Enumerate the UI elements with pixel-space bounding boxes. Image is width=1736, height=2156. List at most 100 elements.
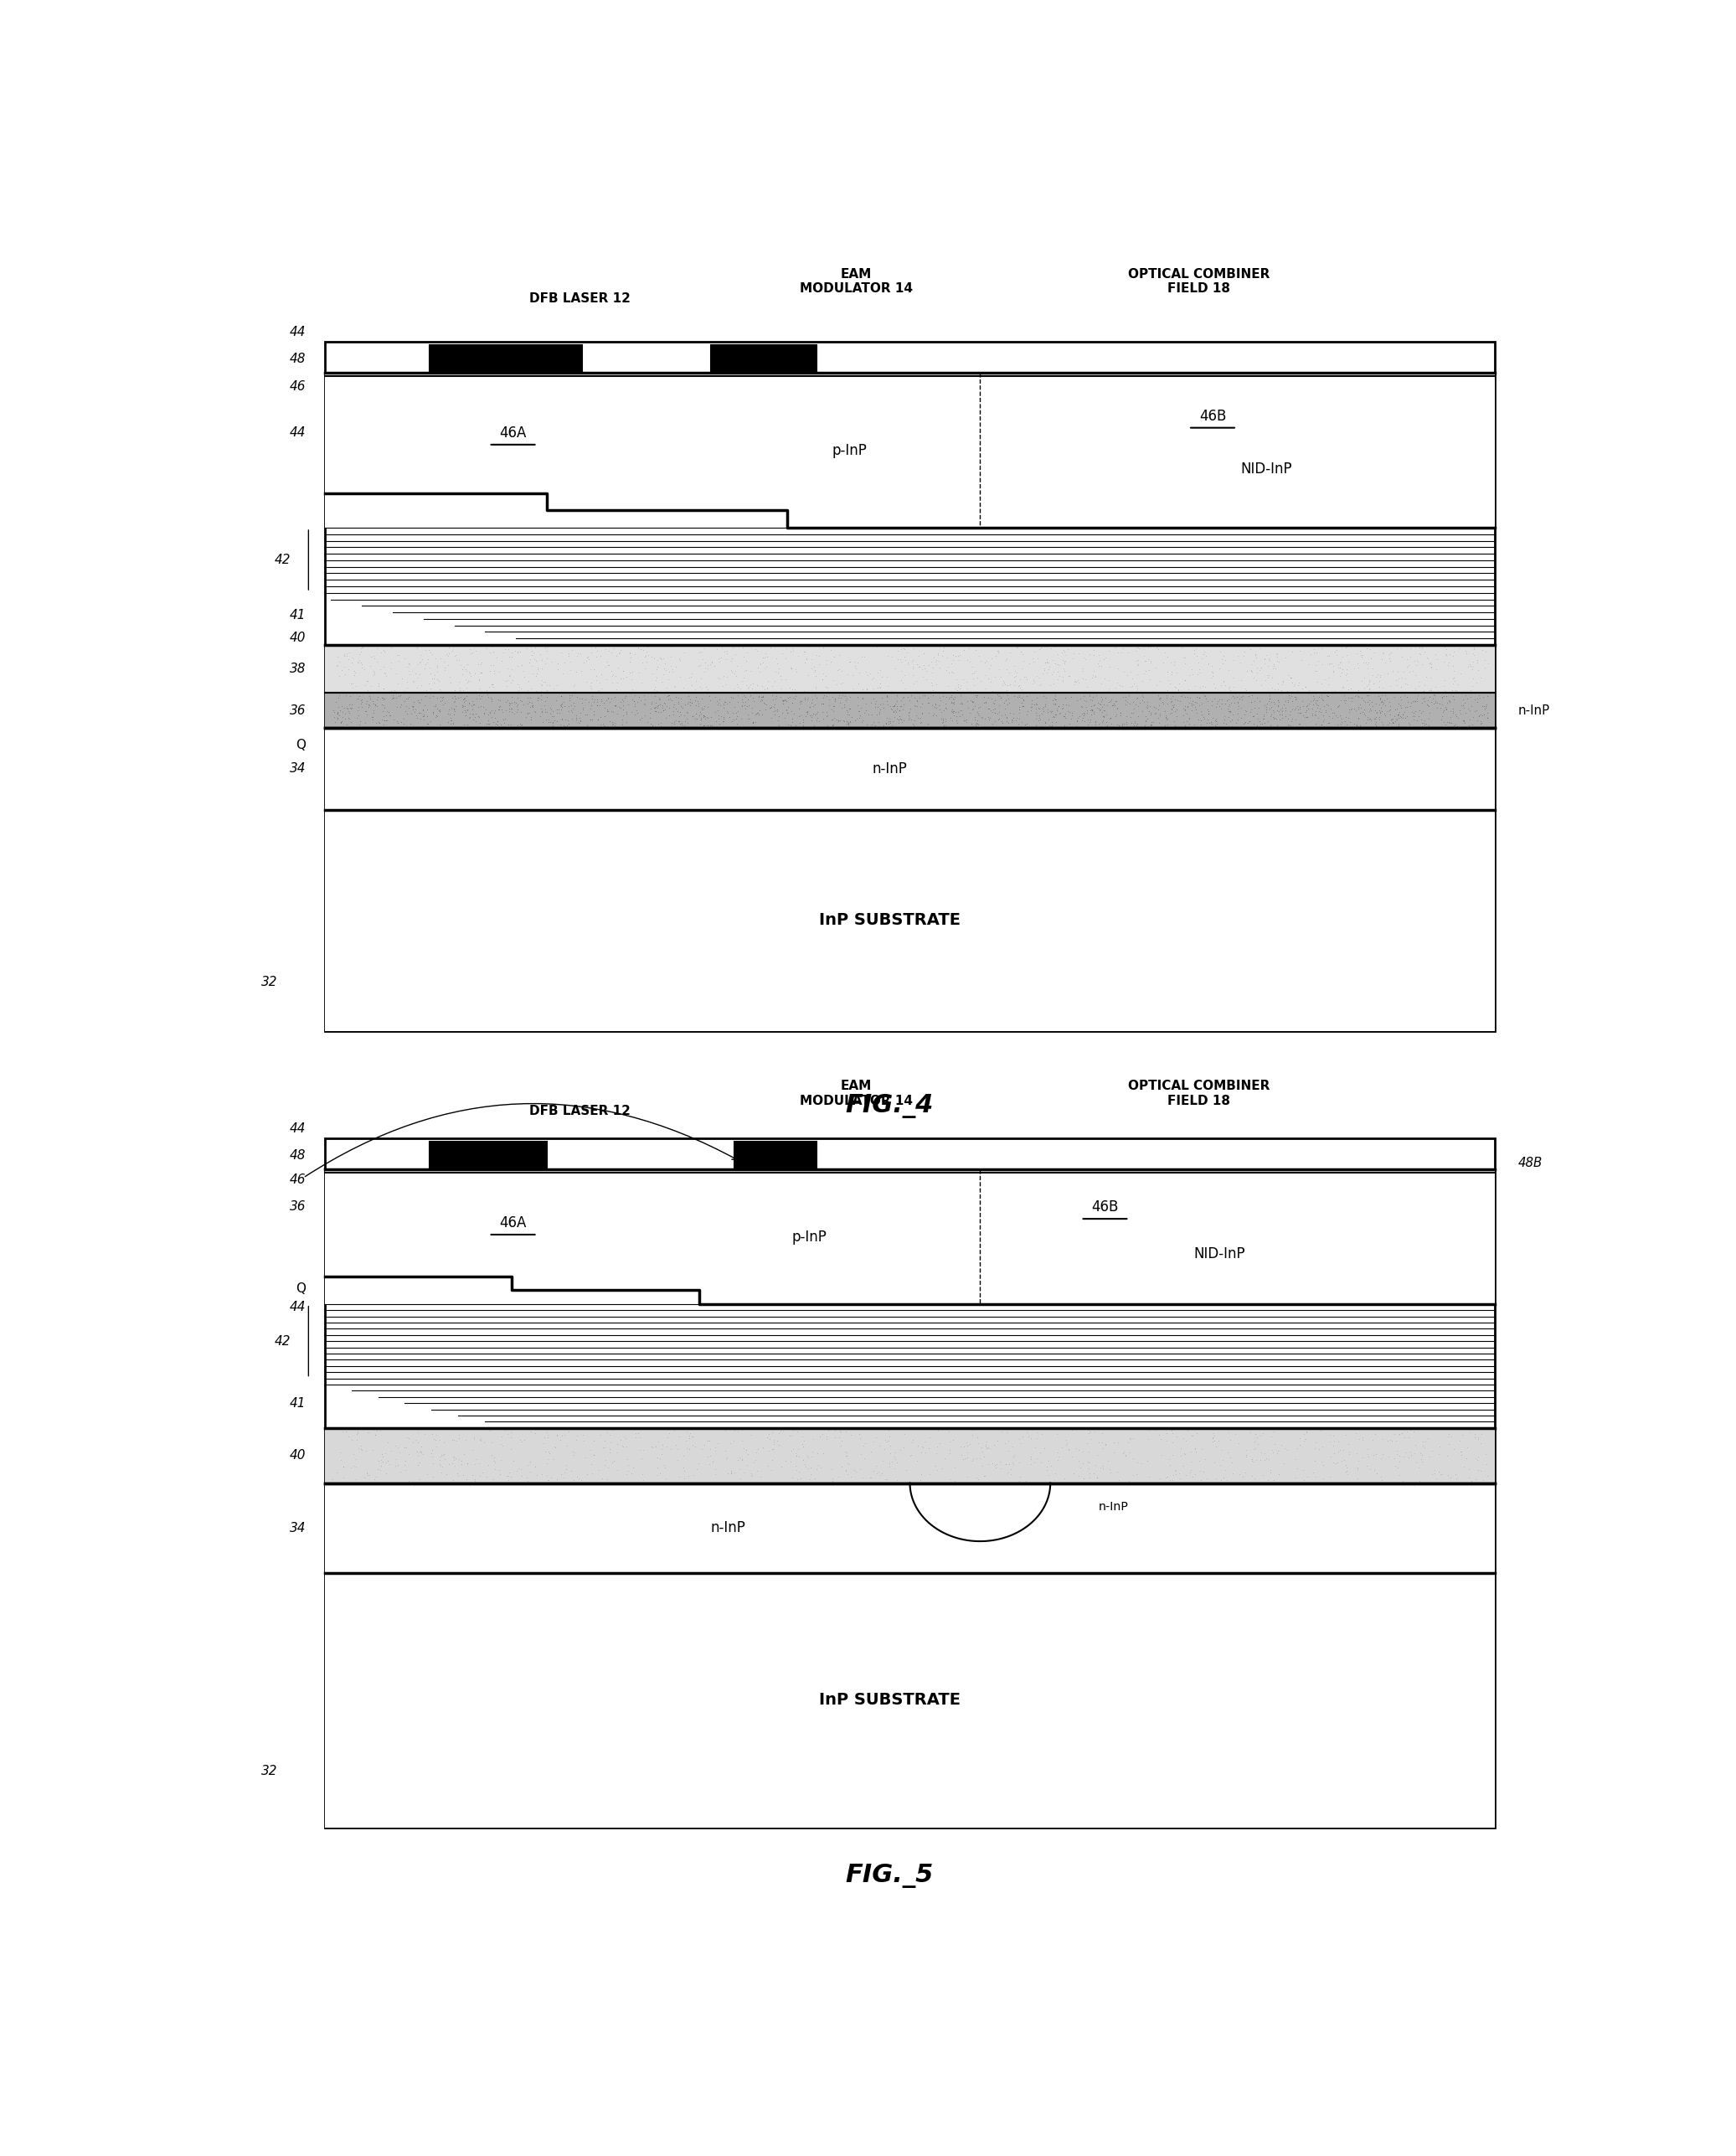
Point [818, 679, 845, 714]
Point [1082, 679, 1109, 714]
Point [569, 645, 597, 679]
Point [352, 1434, 380, 1468]
Point [1168, 630, 1196, 664]
Point [340, 1449, 368, 1483]
Point [1160, 1457, 1187, 1492]
Point [944, 638, 972, 673]
Point [391, 640, 418, 675]
Point [429, 683, 457, 718]
Point [601, 705, 628, 740]
Point [1076, 677, 1104, 711]
Point [1344, 673, 1371, 707]
Point [1141, 1412, 1168, 1447]
Point [1463, 664, 1491, 699]
Point [599, 707, 627, 742]
Point [1170, 647, 1198, 681]
Point [1413, 642, 1441, 677]
Point [1097, 683, 1125, 718]
Point [462, 658, 490, 692]
Point [930, 632, 958, 666]
Point [1309, 683, 1337, 718]
Point [441, 638, 469, 673]
Point [701, 694, 729, 729]
Point [1021, 634, 1049, 668]
Point [493, 651, 521, 686]
Point [1299, 1455, 1326, 1490]
Point [1457, 647, 1484, 681]
Point [1134, 642, 1161, 677]
Point [1014, 705, 1042, 740]
Point [1090, 662, 1118, 696]
Point [1422, 636, 1450, 671]
Point [1082, 705, 1109, 740]
Point [1304, 701, 1332, 735]
Point [401, 655, 429, 690]
Point [887, 632, 915, 666]
Point [1328, 1445, 1356, 1479]
Point [621, 699, 649, 733]
Point [766, 1414, 793, 1449]
Point [1036, 709, 1064, 744]
Point [328, 653, 356, 688]
Point [727, 1412, 755, 1447]
Point [1316, 647, 1344, 681]
Point [425, 694, 453, 729]
Point [1005, 668, 1033, 703]
Point [689, 699, 717, 733]
Point [1175, 1455, 1203, 1490]
Point [328, 690, 356, 724]
Point [446, 679, 474, 714]
Point [845, 694, 873, 729]
Point [1439, 660, 1467, 694]
Point [1241, 1462, 1269, 1496]
Point [1345, 701, 1373, 735]
Point [991, 690, 1019, 724]
Point [703, 1425, 731, 1460]
Point [1337, 692, 1364, 727]
Point [1189, 1455, 1217, 1490]
Point [663, 1432, 691, 1466]
Point [496, 1416, 524, 1451]
Point [347, 645, 375, 679]
Point [437, 703, 465, 737]
Point [448, 647, 476, 681]
Point [451, 692, 479, 727]
Point [767, 636, 795, 671]
Point [1417, 660, 1444, 694]
Point [1380, 692, 1408, 727]
Point [1005, 692, 1033, 727]
Point [1446, 1423, 1474, 1457]
Point [766, 1416, 793, 1451]
Point [436, 696, 464, 731]
Point [877, 688, 904, 722]
Point [1382, 662, 1410, 696]
Point [590, 686, 618, 720]
Point [679, 1419, 707, 1453]
Point [1094, 662, 1121, 696]
Point [569, 1416, 597, 1451]
Point [1177, 1445, 1205, 1479]
Point [1026, 660, 1054, 694]
Text: 32: 32 [260, 977, 278, 987]
Point [404, 686, 432, 720]
Point [651, 701, 679, 735]
Point [1198, 653, 1226, 688]
Point [472, 673, 500, 707]
Point [1219, 696, 1246, 731]
Point [1363, 686, 1391, 720]
Point [838, 658, 866, 692]
Point [408, 1436, 436, 1470]
Point [1153, 701, 1180, 735]
Point [481, 1445, 509, 1479]
Point [1380, 705, 1408, 740]
Point [984, 636, 1012, 671]
Point [950, 662, 977, 696]
Point [870, 690, 898, 724]
Point [1269, 694, 1297, 729]
Point [1356, 632, 1384, 666]
Point [628, 1464, 656, 1498]
Point [932, 653, 960, 688]
Point [1031, 645, 1059, 679]
Point [1104, 1464, 1132, 1498]
Point [1380, 1442, 1408, 1477]
